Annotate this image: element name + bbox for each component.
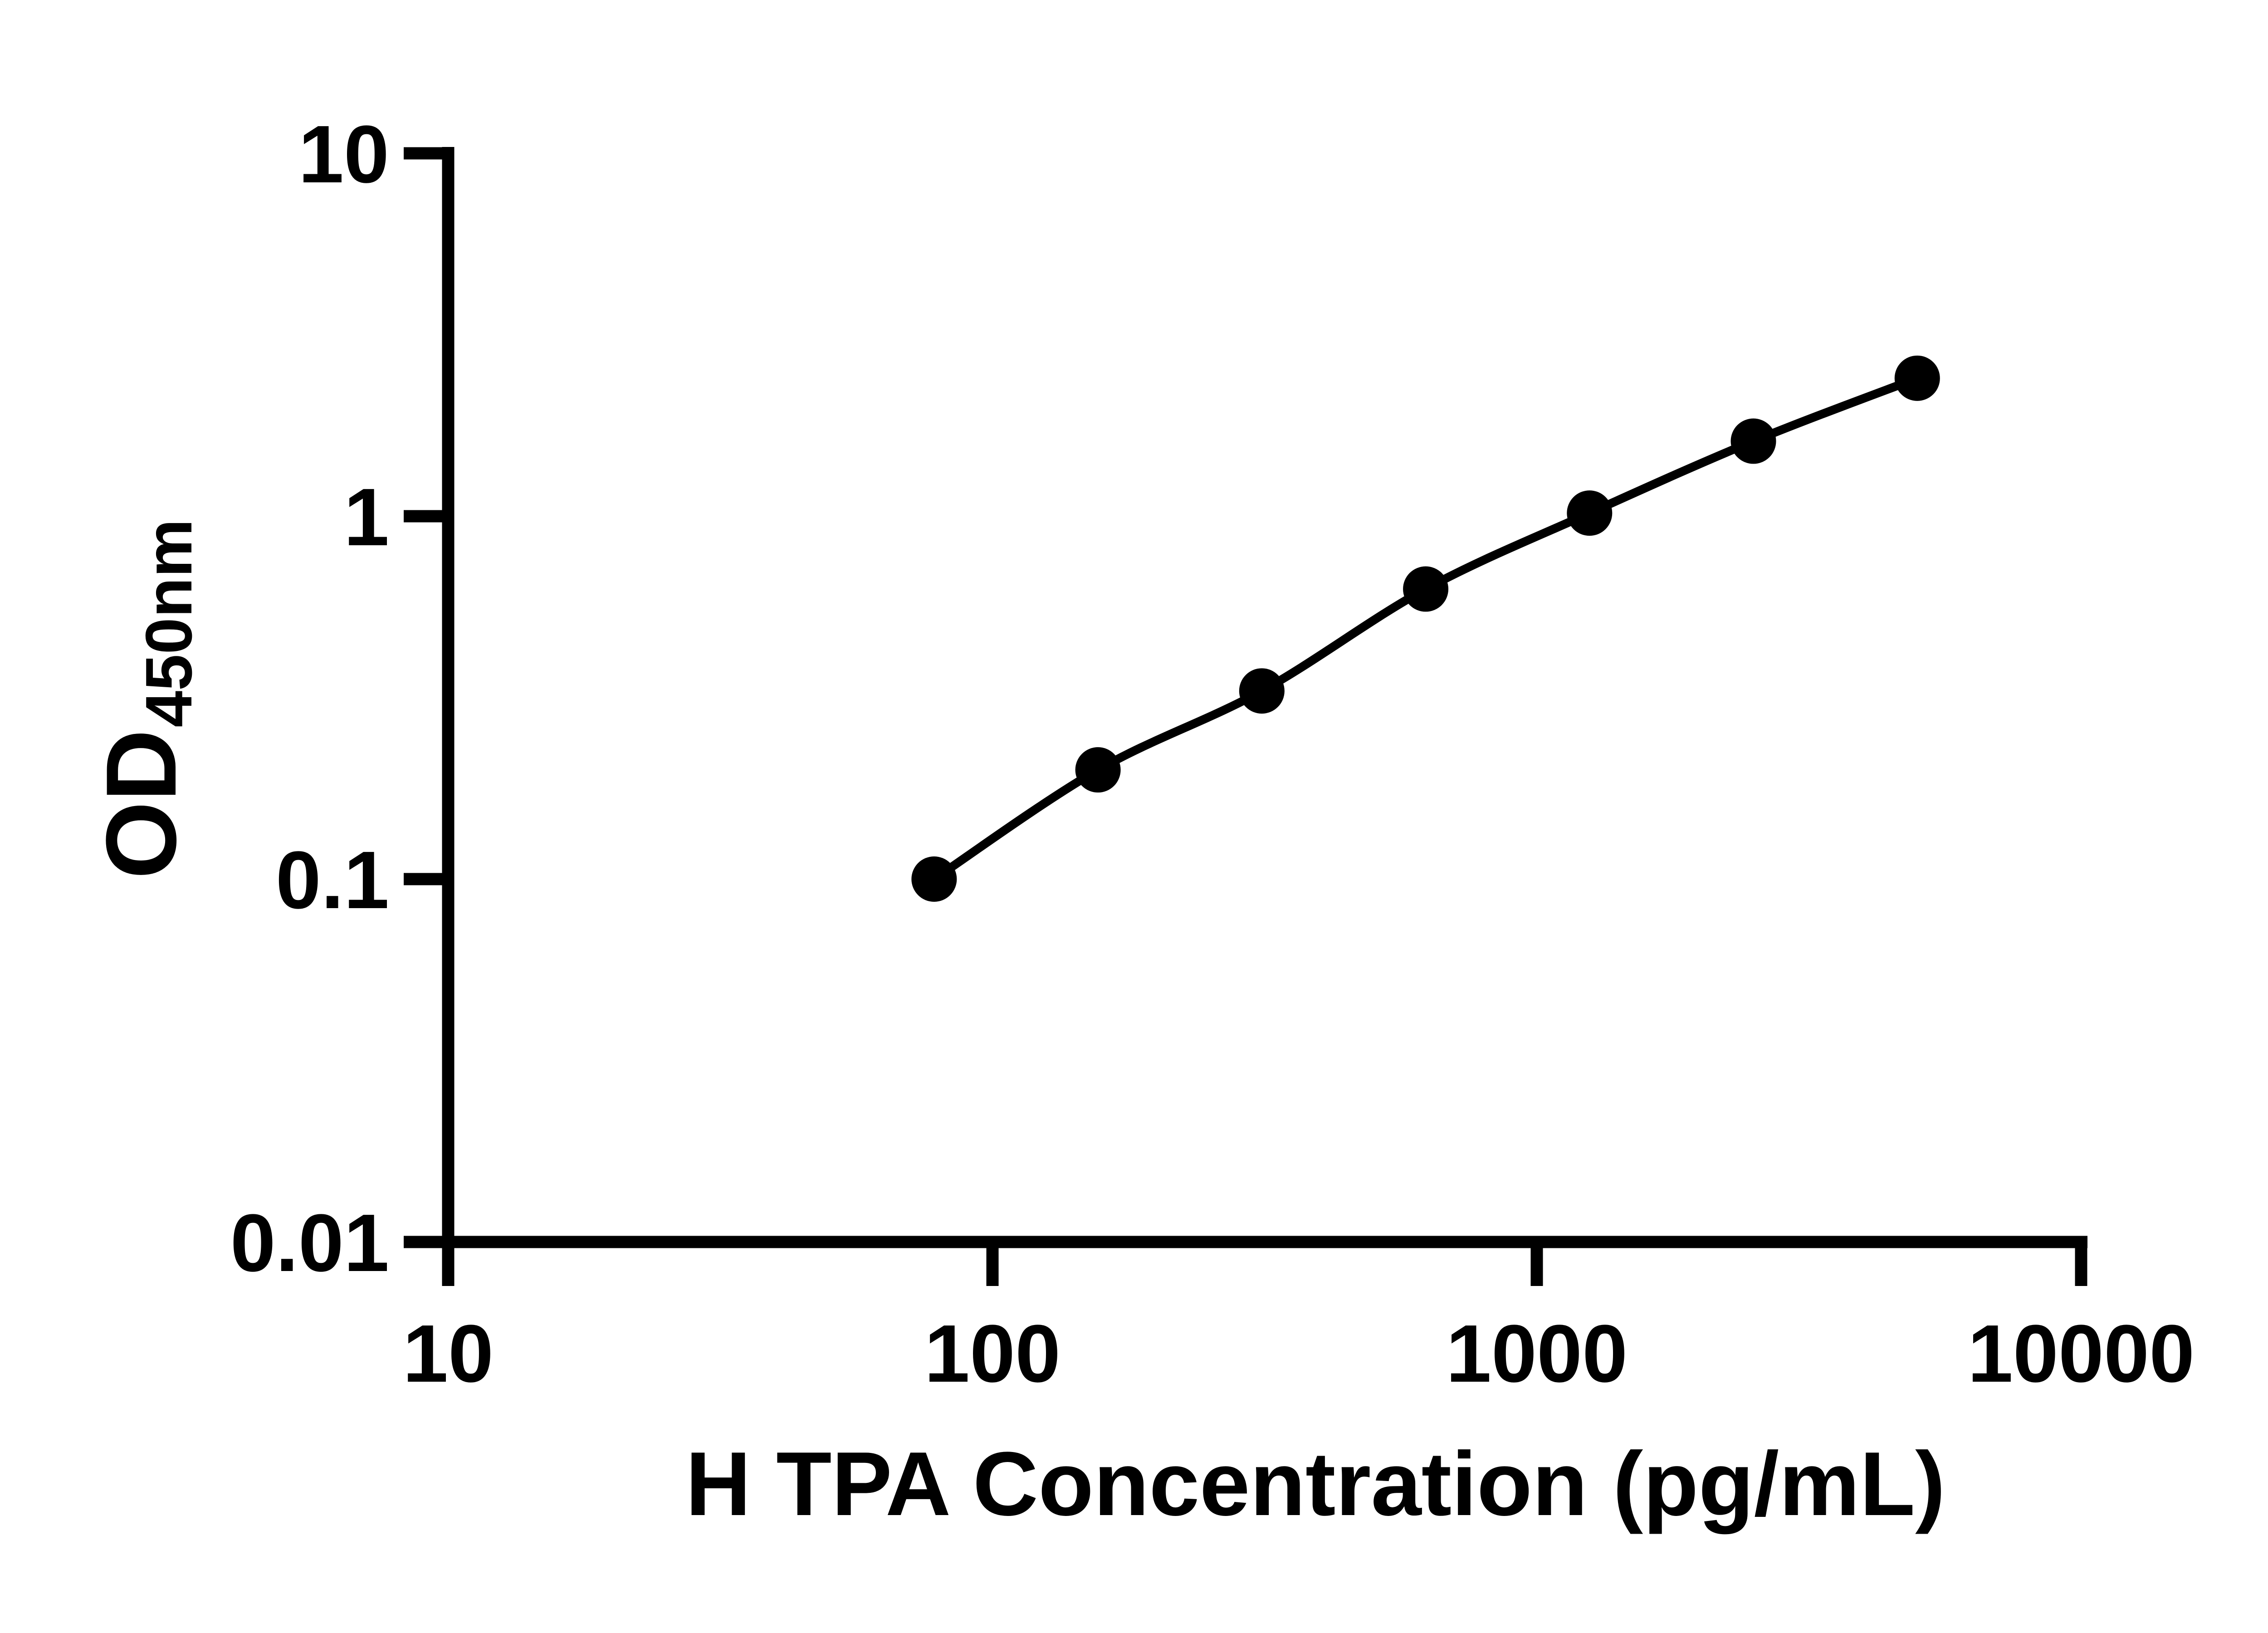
y-tick-label: 10 — [298, 109, 389, 200]
data-point-marker — [1239, 668, 1285, 714]
x-tick-label: 1000 — [1446, 1308, 1628, 1399]
axes — [404, 147, 2087, 1286]
y-axis-title-subscript: 450nm — [132, 519, 205, 727]
y-tick-label: 0.1 — [276, 835, 389, 926]
data-point-marker — [1403, 566, 1449, 612]
data-points-layer — [911, 355, 1940, 902]
data-point-marker — [1730, 418, 1776, 464]
x-tick-label: 100 — [924, 1308, 1061, 1399]
data-point-marker — [1567, 490, 1613, 536]
y-tick-label: 1 — [344, 472, 389, 563]
x-axis-title: H TPA Concentration (pg/mL) — [685, 1433, 1945, 1535]
x-tick-label: 10000 — [1968, 1308, 2195, 1399]
data-point-marker — [911, 856, 957, 902]
y-axis-title-main: OD — [85, 729, 197, 879]
y-tick-label: 0.01 — [230, 1198, 389, 1289]
data-point-marker — [1894, 355, 1940, 401]
data-point-marker — [1075, 747, 1121, 793]
y-axis-title: OD 450nm — [85, 519, 205, 879]
x-tick-label: 10 — [403, 1308, 494, 1399]
